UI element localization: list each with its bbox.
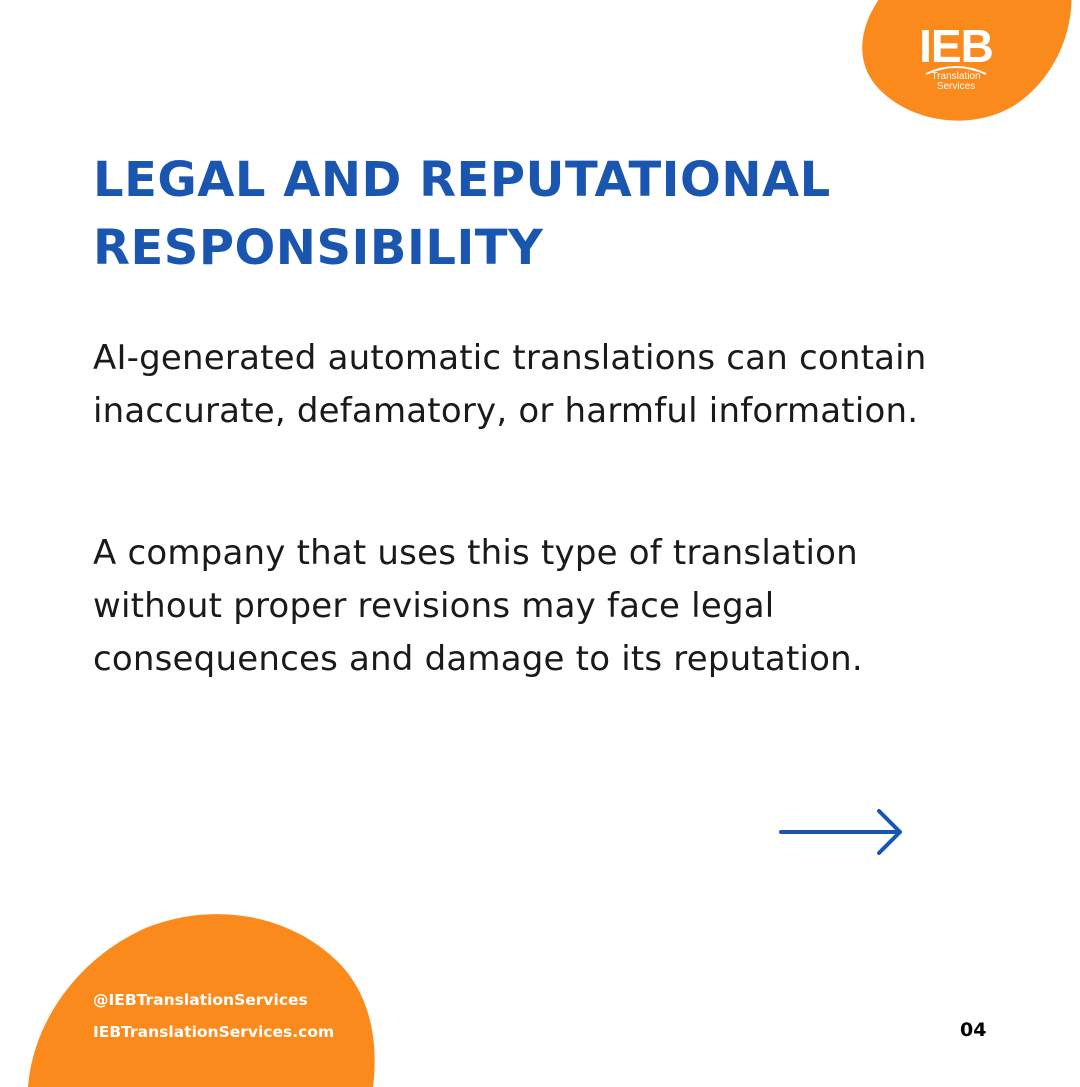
arrow-right-icon[interactable] (778, 806, 908, 858)
social-handle-link[interactable]: @IEBTranslationServices (93, 991, 308, 1009)
body-paragraph-1: AI-generated automatic translations can … (93, 338, 927, 431)
logo-mark: IEB (919, 20, 994, 72)
logo-swoosh-icon (925, 66, 987, 75)
ieb-logo[interactable]: IEB Translation Services (918, 20, 994, 94)
orange-blob-top-right (862, 0, 1072, 121)
body-paragraph-2: A company that uses this type of transla… (93, 533, 863, 679)
website-link[interactable]: IEBTranslationServices.com (93, 1023, 335, 1041)
logo-subtitle-line1: Translation (931, 71, 981, 82)
page-number: 04 (960, 1019, 987, 1041)
logo-subtitle-line2: Services (936, 81, 976, 92)
orange-blob-bottom-left (28, 914, 375, 1087)
page-title: LEGAL AND REPUTATIONAL RESPONSIBILITY (93, 152, 831, 276)
